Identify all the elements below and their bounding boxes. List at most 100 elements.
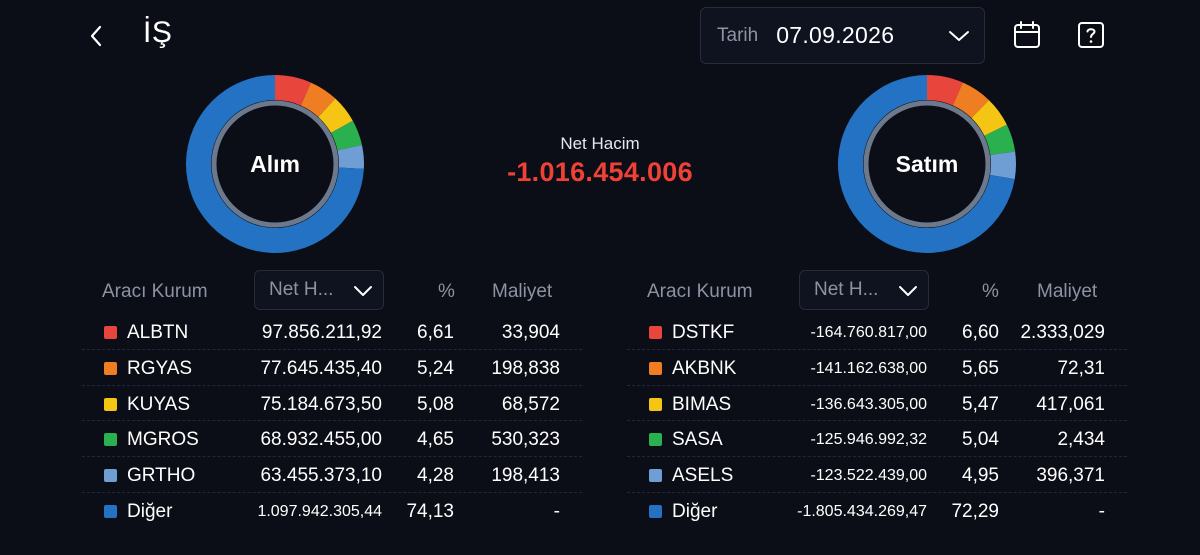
broker-name: RGYAS	[127, 357, 193, 379]
net-volume: -164.760.817,00	[810, 324, 927, 341]
donut-slice-rgyas	[300, 82, 336, 117]
donut-slice-albtn	[275, 75, 311, 106]
table-row[interactable]: DSTKF -164.760.817,00 6,60 2.333,029	[627, 314, 1127, 350]
color-swatch	[104, 397, 117, 411]
color-swatch	[649, 361, 662, 375]
net-volume: -136.643.305,00	[810, 395, 927, 413]
chevron-down-icon	[899, 286, 917, 296]
sell-donut-label: Satım	[895, 150, 959, 177]
percent-column-header: %	[438, 281, 455, 302]
donut-slice-sasa	[984, 124, 1016, 156]
sell-table: Aracı Kurum Net H... % Maliyet DSTKF -164…	[627, 270, 1127, 529]
net-volume: -1.805.434.269,47	[797, 502, 927, 520]
calendar-button[interactable]	[1010, 18, 1044, 52]
calendar-icon	[1014, 21, 1040, 48]
percent: 4,28	[417, 465, 454, 487]
table-row[interactable]: KUYAS 75.184.673,50 5,08 68,572	[82, 386, 582, 422]
date-label: Tarih	[717, 24, 759, 46]
table-row[interactable]: RGYAS 77.645.435,40 5,24 198,838	[82, 350, 582, 386]
broker-name: BIMAS	[672, 393, 732, 415]
percent: 4,95	[962, 465, 999, 487]
broker-name: Diğer	[672, 500, 718, 522]
percent: 4,65	[417, 429, 454, 451]
sell-donut-chart: Satım	[837, 74, 1017, 254]
broker-name: SASA	[672, 429, 723, 451]
table-row[interactable]: MGROS 68.932.455,00 4,65 530,323	[82, 421, 582, 458]
chevron-down-icon	[949, 31, 969, 41]
broker-name: ASELS	[672, 465, 734, 487]
donut-slice-grtho	[337, 145, 364, 169]
buy-table: Aracı Kurum Net H... % Maliyet ALBTN 97.8…	[82, 270, 582, 529]
percent: 6,61	[417, 322, 454, 343]
color-swatch	[104, 361, 117, 375]
help-icon	[1078, 22, 1104, 48]
color-swatch	[104, 504, 117, 518]
table-row[interactable]: Diğer -1.805.434.269,47 72,29 -	[627, 493, 1127, 529]
net-volume: 97.856.211,92	[261, 322, 382, 343]
cost: 530,323	[491, 429, 560, 451]
sell-rows: DSTKF -164.760.817,00 6,60 2.333,029 AKBNK -1…	[627, 314, 1127, 529]
broker-column-header: Aracı Kurum	[647, 281, 753, 302]
color-swatch	[649, 326, 662, 339]
color-swatch	[649, 504, 662, 518]
donut-slice-kuyas	[318, 98, 353, 133]
help-button[interactable]	[1074, 18, 1108, 52]
cost: 417,061	[1036, 393, 1105, 415]
percent-column-header: %	[982, 281, 999, 302]
net-volume: -123.522.439,00	[810, 467, 927, 485]
table-row[interactable]: GRTHO 63.455.373,10 4,28 198,413	[82, 457, 582, 493]
cost: 72,31	[1057, 357, 1105, 379]
broker-name: KUYAS	[127, 393, 191, 415]
back-button[interactable]	[80, 20, 112, 52]
donut-slice-dstkf	[927, 75, 963, 106]
color-swatch	[649, 469, 662, 483]
color-swatch	[104, 469, 117, 483]
donut-hole	[217, 106, 333, 222]
percent: 74,13	[406, 500, 454, 522]
table-row[interactable]: ASELS -123.522.439,00 4,95 396,371	[627, 457, 1127, 493]
cost: 198,413	[491, 465, 560, 487]
sell-table-header: Aracı Kurum Net H... % Maliyet	[627, 270, 1127, 314]
donut-slice-asels	[990, 151, 1016, 180]
net-volume-value: -1.016.454.006	[507, 157, 693, 187]
donut-hole	[869, 106, 985, 222]
cost: 198,838	[491, 357, 560, 379]
color-swatch	[104, 433, 117, 447]
table-row[interactable]: Diğer 1.097.942.305,44 74,13 -	[82, 493, 582, 529]
cost: -	[1098, 500, 1105, 522]
cost-column-header: Maliyet	[1037, 281, 1098, 302]
percent: 5,47	[962, 393, 999, 415]
color-swatch	[649, 397, 662, 411]
net-volume: -141.162.638,00	[810, 359, 927, 377]
net-volume: 68.932.455,00	[260, 429, 382, 451]
sort-select-value: Net H...	[269, 279, 334, 300]
chevron-down-icon	[354, 286, 372, 296]
broker-name: AKBNK	[672, 357, 737, 379]
chevron-left-icon	[90, 25, 102, 47]
donut-slice-akbnk	[952, 82, 989, 119]
table-row[interactable]: AKBNK -141.162.638,00 5,65 72,31	[627, 350, 1127, 386]
percent: 72,29	[951, 500, 999, 522]
donut-slice-bimas	[971, 100, 1007, 136]
table-row[interactable]: BIMAS -136.643.305,00 5,47 417,061	[627, 386, 1127, 422]
cost: 396,371	[1036, 465, 1105, 487]
buy-donut-label: Alım	[250, 150, 300, 177]
cost: 68,572	[501, 393, 560, 415]
date-selector[interactable]: Tarih 07.09.2026	[700, 7, 985, 64]
broker-name: Diğer	[127, 500, 173, 522]
table-row[interactable]: ALBTN 97.856.211,92 6,61 33,904	[82, 314, 582, 350]
page-title: İŞ	[143, 16, 173, 49]
broker-column-header: Aracı Kurum	[102, 281, 208, 302]
donut-inner-ring	[863, 100, 991, 228]
buy-sort-select[interactable]: Net H...	[254, 270, 384, 310]
cost: 2.333,029	[1020, 322, 1105, 343]
cost: 2,434	[1057, 429, 1105, 451]
table-row[interactable]: SASA -125.946.992,32 5,04 2,434	[627, 421, 1127, 458]
sell-donut-svg	[838, 75, 1016, 253]
buy-table-header: Aracı Kurum Net H... % Maliyet	[82, 270, 582, 314]
net-volume: 63.455.373,10	[260, 465, 382, 487]
percent: 5,04	[962, 429, 999, 451]
broker-name: MGROS	[127, 429, 199, 451]
sell-sort-select[interactable]: Net H...	[799, 270, 929, 310]
percent: 5,65	[962, 357, 999, 379]
